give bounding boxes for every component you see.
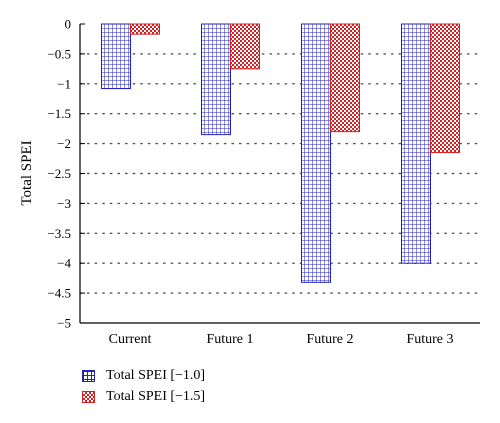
- y-tick-label: −1.5: [47, 106, 71, 121]
- bar: [230, 23, 260, 70]
- bar: [130, 23, 160, 35]
- bars: [101, 23, 460, 283]
- y-tick-label: −3.5: [47, 226, 71, 241]
- y-tick-label: −2.5: [47, 166, 71, 181]
- y-tick-label: −4: [57, 256, 71, 271]
- bar: [430, 23, 460, 154]
- bar: [401, 23, 431, 264]
- y-tick-label: −2: [57, 136, 71, 151]
- y-tick-label: −5: [57, 316, 71, 331]
- x-tick-label: Future 1: [206, 332, 253, 347]
- x-tick-label: Future 2: [306, 332, 353, 347]
- legend-swatch-checker: [82, 390, 95, 403]
- y-axis-title: Total SPEI: [19, 140, 35, 205]
- legend-label: Total SPEI [−1.0]: [106, 367, 206, 383]
- y-tick-label: −3: [57, 196, 71, 211]
- bar: [101, 23, 131, 90]
- legend-item: Total SPEI [−1.0]: [82, 366, 205, 385]
- y-tick-label: −0.5: [47, 46, 71, 61]
- bar: [330, 23, 360, 133]
- y-tick-label: −1: [57, 76, 71, 91]
- bar: [301, 23, 331, 283]
- legend-label: Total SPEI [−1.5]: [106, 388, 206, 404]
- y-tick-label: −4.5: [47, 286, 71, 301]
- legend: Total SPEI [−1.0] Total SPEI [−1.5]: [82, 366, 205, 408]
- x-tick-label: Current: [109, 332, 152, 347]
- y-tick-label: 0: [65, 17, 72, 32]
- legend-swatch-grid: [82, 369, 95, 382]
- legend-item: Total SPEI [−1.5]: [82, 387, 205, 406]
- axes: 0 −0.5 −1 −1.5 −2 −2.5 −3 −3.5 −4 −4.5 −5 Current Fu…: [47, 17, 480, 347]
- bar: [201, 23, 231, 136]
- x-tick-label: Future 3: [406, 332, 453, 347]
